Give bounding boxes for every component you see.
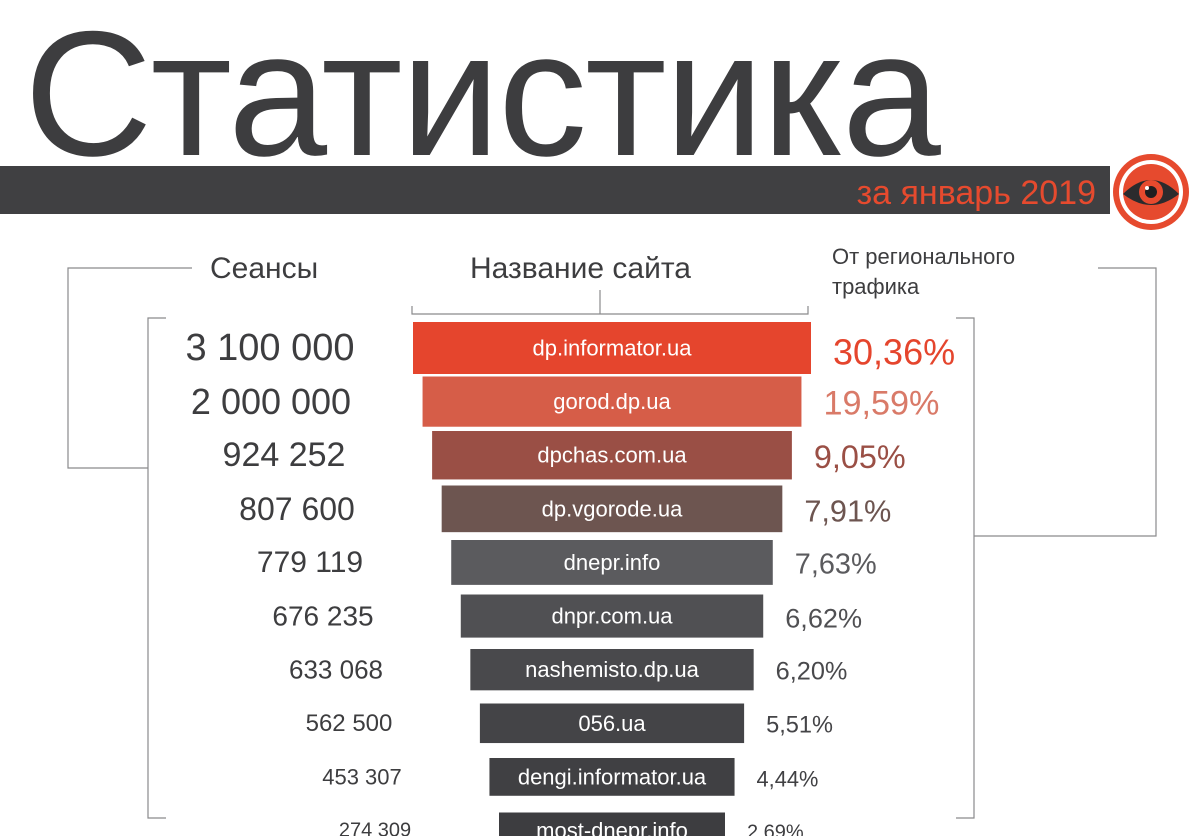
site-name-label: gorod.dp.ua [553, 389, 671, 414]
funnel-bar [432, 431, 792, 480]
site-bracket [411, 290, 809, 315]
funnel-bar [499, 812, 725, 836]
funnel-bar [460, 594, 764, 638]
funnel-bar [413, 322, 811, 374]
traffic-share-label: 5,51% [766, 712, 833, 738]
site-name-label: dp.vgorode.ua [542, 496, 683, 521]
sessions-label: 453 307 [322, 764, 402, 789]
traffic-share-label: 6,20% [776, 658, 848, 686]
site-name-label: most-dnepr.info [536, 818, 688, 836]
funnel-bar [422, 376, 802, 427]
page-subtitle: за январь 2019 [856, 174, 1096, 212]
site-name-label: dengi.informator.ua [518, 764, 707, 789]
right-outer-bracket [974, 267, 1157, 537]
right-inner-bracket [956, 317, 975, 819]
funnel-bar [479, 703, 745, 744]
site-name-label: dpchas.com.ua [537, 443, 687, 468]
funnel-bar [441, 485, 783, 533]
site-name-label: dnepr.info [564, 550, 661, 575]
sessions-label: 562 500 [306, 710, 393, 737]
funnel-bar [451, 540, 773, 585]
traffic-share-label: 2,69% [747, 822, 804, 836]
site-name-label: dp.informator.ua [533, 336, 693, 361]
left-outer-bracket [67, 267, 192, 469]
header-band [0, 166, 1110, 214]
left-inner-bracket [147, 317, 166, 819]
traffic-share-label: 6,62% [785, 603, 862, 634]
traffic-share-label: 7,91% [804, 493, 891, 528]
site-name-label: nashemisto.dp.ua [525, 657, 699, 682]
eye-logo-icon [1113, 154, 1189, 230]
traffic-share-label: 4,44% [757, 766, 819, 791]
funnel-bar [489, 758, 735, 796]
traffic-share-label: 19,59% [823, 385, 939, 423]
sessions-label: 274 309 [339, 820, 411, 836]
site-name-label: 056.ua [578, 711, 646, 736]
funnel-bar [470, 649, 754, 691]
sessions-label: 2 000 000 [191, 381, 351, 422]
share-column-label: От регионального трафика [832, 244, 1016, 299]
traffic-share-label: 9,05% [814, 439, 906, 475]
traffic-share-label: 30,36% [833, 332, 955, 373]
sessions-label: 924 252 [223, 436, 346, 474]
sessions-label: 779 119 [257, 546, 363, 579]
sessions-label: 676 235 [272, 601, 373, 632]
traffic-share-label: 7,63% [795, 548, 877, 580]
page-title: Статистика [24, 0, 941, 193]
sessions-label: 3 100 000 [185, 327, 354, 369]
sessions-label: 807 600 [239, 491, 355, 527]
sessions-label: 633 068 [289, 655, 383, 685]
site-column-label: Название сайта [470, 252, 691, 285]
sessions-column-label: Сеансы [210, 252, 319, 285]
site-name-label: dnpr.com.ua [551, 604, 673, 629]
